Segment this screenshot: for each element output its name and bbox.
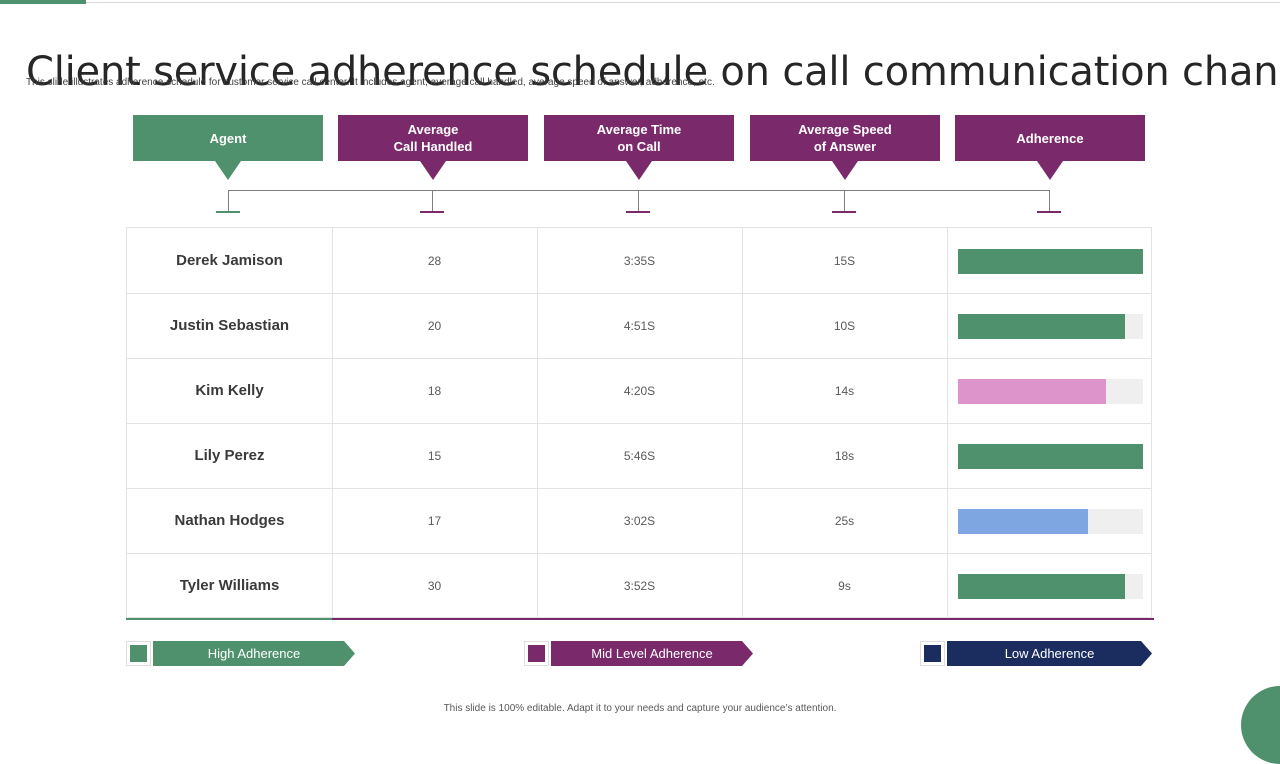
- column-divider: [332, 228, 333, 617]
- header-adherence-label: Adherence: [1016, 130, 1084, 146]
- speed-of-answer-cell: 25s: [834, 513, 855, 528]
- legend-swatch-fill: [130, 645, 147, 662]
- legend-swatch: [524, 641, 549, 666]
- connector-foot: [216, 211, 240, 213]
- calls-handled-cell: 18: [427, 383, 442, 398]
- legend-swatch-fill: [924, 645, 941, 662]
- header-adherence: Adherence: [955, 115, 1145, 161]
- legend-swatch-fill: [528, 645, 545, 662]
- down-arrow-icon: [215, 161, 241, 180]
- down-arrow-icon: [420, 161, 446, 180]
- calls-handled-cell: 17: [427, 513, 442, 528]
- header-connector-line: [228, 190, 1050, 191]
- adherence-bar-track: [958, 509, 1143, 534]
- column-divider: [537, 228, 538, 617]
- table-row: Lily Perez 15 5:46S 18s: [127, 423, 1151, 488]
- adherence-bar-fill: [958, 509, 1088, 534]
- time-on-call-cell: 3:02S: [623, 513, 656, 528]
- table-row: Derek Jamison 28 3:35S 15S: [127, 228, 1151, 293]
- footer-note: This slide is 100% editable. Adapt it to…: [443, 703, 837, 714]
- header-average-speed-of-answer-label: Average Speed of Answer: [798, 122, 892, 154]
- header-average-time-on-call: Average Time on Call: [544, 115, 734, 161]
- down-arrow-icon: [832, 161, 858, 180]
- header-average-call-handled: Average Call Handled: [338, 115, 528, 161]
- adherence-bar-fill: [958, 314, 1125, 339]
- time-on-call-cell: 3:35S: [623, 253, 656, 268]
- header-agent: Agent: [133, 115, 323, 161]
- calls-handled-cell: 15: [427, 448, 442, 463]
- connector-foot: [832, 211, 856, 213]
- row-divider: [127, 293, 1151, 294]
- adherence-bar-fill: [958, 249, 1143, 274]
- down-arrow-icon: [1037, 161, 1063, 180]
- adherence-bar-fill: [958, 444, 1143, 469]
- connector-drop: [638, 190, 639, 211]
- table-row: Nathan Hodges 17 3:02S 25s: [127, 488, 1151, 553]
- speed-of-answer-cell: 15S: [833, 253, 856, 268]
- table-bottom-rule-purple: [332, 618, 1154, 620]
- legend-label: Low Adherence: [947, 641, 1152, 666]
- adherence-bar-track: [958, 249, 1143, 274]
- time-on-call-cell: 3:52S: [623, 578, 656, 593]
- table-row: Kim Kelly 18 4:20S 14s: [127, 358, 1151, 423]
- calls-handled-cell: 30: [427, 578, 442, 593]
- header-average-call-handled-label: Average Call Handled: [393, 122, 473, 154]
- agent-name-cell: Justin Sebastian: [169, 317, 290, 334]
- legend-label: Mid Level Adherence: [551, 641, 753, 666]
- connector-foot: [626, 211, 650, 213]
- speed-of-answer-cell: 10S: [833, 318, 856, 333]
- adherence-bar-track: [958, 574, 1143, 599]
- adherence-bar-track: [958, 314, 1143, 339]
- row-divider: [127, 358, 1151, 359]
- table-bottom-rule-green: [126, 618, 332, 620]
- agent-name-cell: Derek Jamison: [176, 252, 283, 269]
- agent-name-cell: Kim Kelly: [195, 382, 264, 399]
- column-divider: [947, 228, 948, 617]
- time-on-call-cell: 4:20S: [623, 383, 656, 398]
- adherence-bar-fill: [958, 574, 1125, 599]
- adherence-bar-fill: [958, 379, 1106, 404]
- down-arrow-icon: [626, 161, 652, 180]
- top-rule: [0, 2, 1280, 3]
- row-divider: [127, 423, 1151, 424]
- page-subtitle: This slide illustrates adherence schedul…: [26, 77, 715, 88]
- agent-name-cell: Nathan Hodges: [174, 512, 285, 529]
- connector-drop: [432, 190, 433, 211]
- speed-of-answer-cell: 9s: [838, 578, 851, 593]
- corner-decoration: [1241, 686, 1280, 764]
- adherence-table: Derek Jamison 28 3:35S 15S Justin Sebastian 2…: [126, 227, 1152, 618]
- connector-drop: [844, 190, 845, 211]
- page-title: Client service adherence schedule on cal…: [26, 48, 1280, 95]
- connector-foot: [1037, 211, 1061, 213]
- row-divider: [127, 488, 1151, 489]
- header-average-speed-of-answer: Average Speed of Answer: [750, 115, 940, 161]
- time-on-call-cell: 5:46S: [623, 448, 656, 463]
- speed-of-answer-cell: 18s: [834, 448, 855, 463]
- calls-handled-cell: 28: [427, 253, 442, 268]
- connector-foot: [420, 211, 444, 213]
- top-accent-bar: [0, 0, 86, 4]
- row-divider: [127, 553, 1151, 554]
- adherence-bar-track: [958, 379, 1143, 404]
- adherence-bar-track: [958, 444, 1143, 469]
- agent-name-cell: Tyler Williams: [179, 577, 280, 594]
- table-row: Justin Sebastian 20 4:51S 10S: [127, 293, 1151, 358]
- table-row: Tyler Williams 30 3:52S 9s: [127, 553, 1151, 618]
- speed-of-answer-cell: 14s: [834, 383, 855, 398]
- connector-drop: [228, 190, 229, 211]
- agent-name-cell: Lily Perez: [194, 447, 265, 464]
- legend-swatch: [126, 641, 151, 666]
- header-average-time-on-call-label: Average Time on Call: [596, 122, 682, 154]
- time-on-call-cell: 4:51S: [623, 318, 656, 333]
- column-divider: [742, 228, 743, 617]
- header-agent-label: Agent: [209, 130, 247, 146]
- calls-handled-cell: 20: [427, 318, 442, 333]
- connector-drop: [1049, 190, 1050, 211]
- legend-label: High Adherence: [153, 641, 355, 666]
- legend-swatch: [920, 641, 945, 666]
